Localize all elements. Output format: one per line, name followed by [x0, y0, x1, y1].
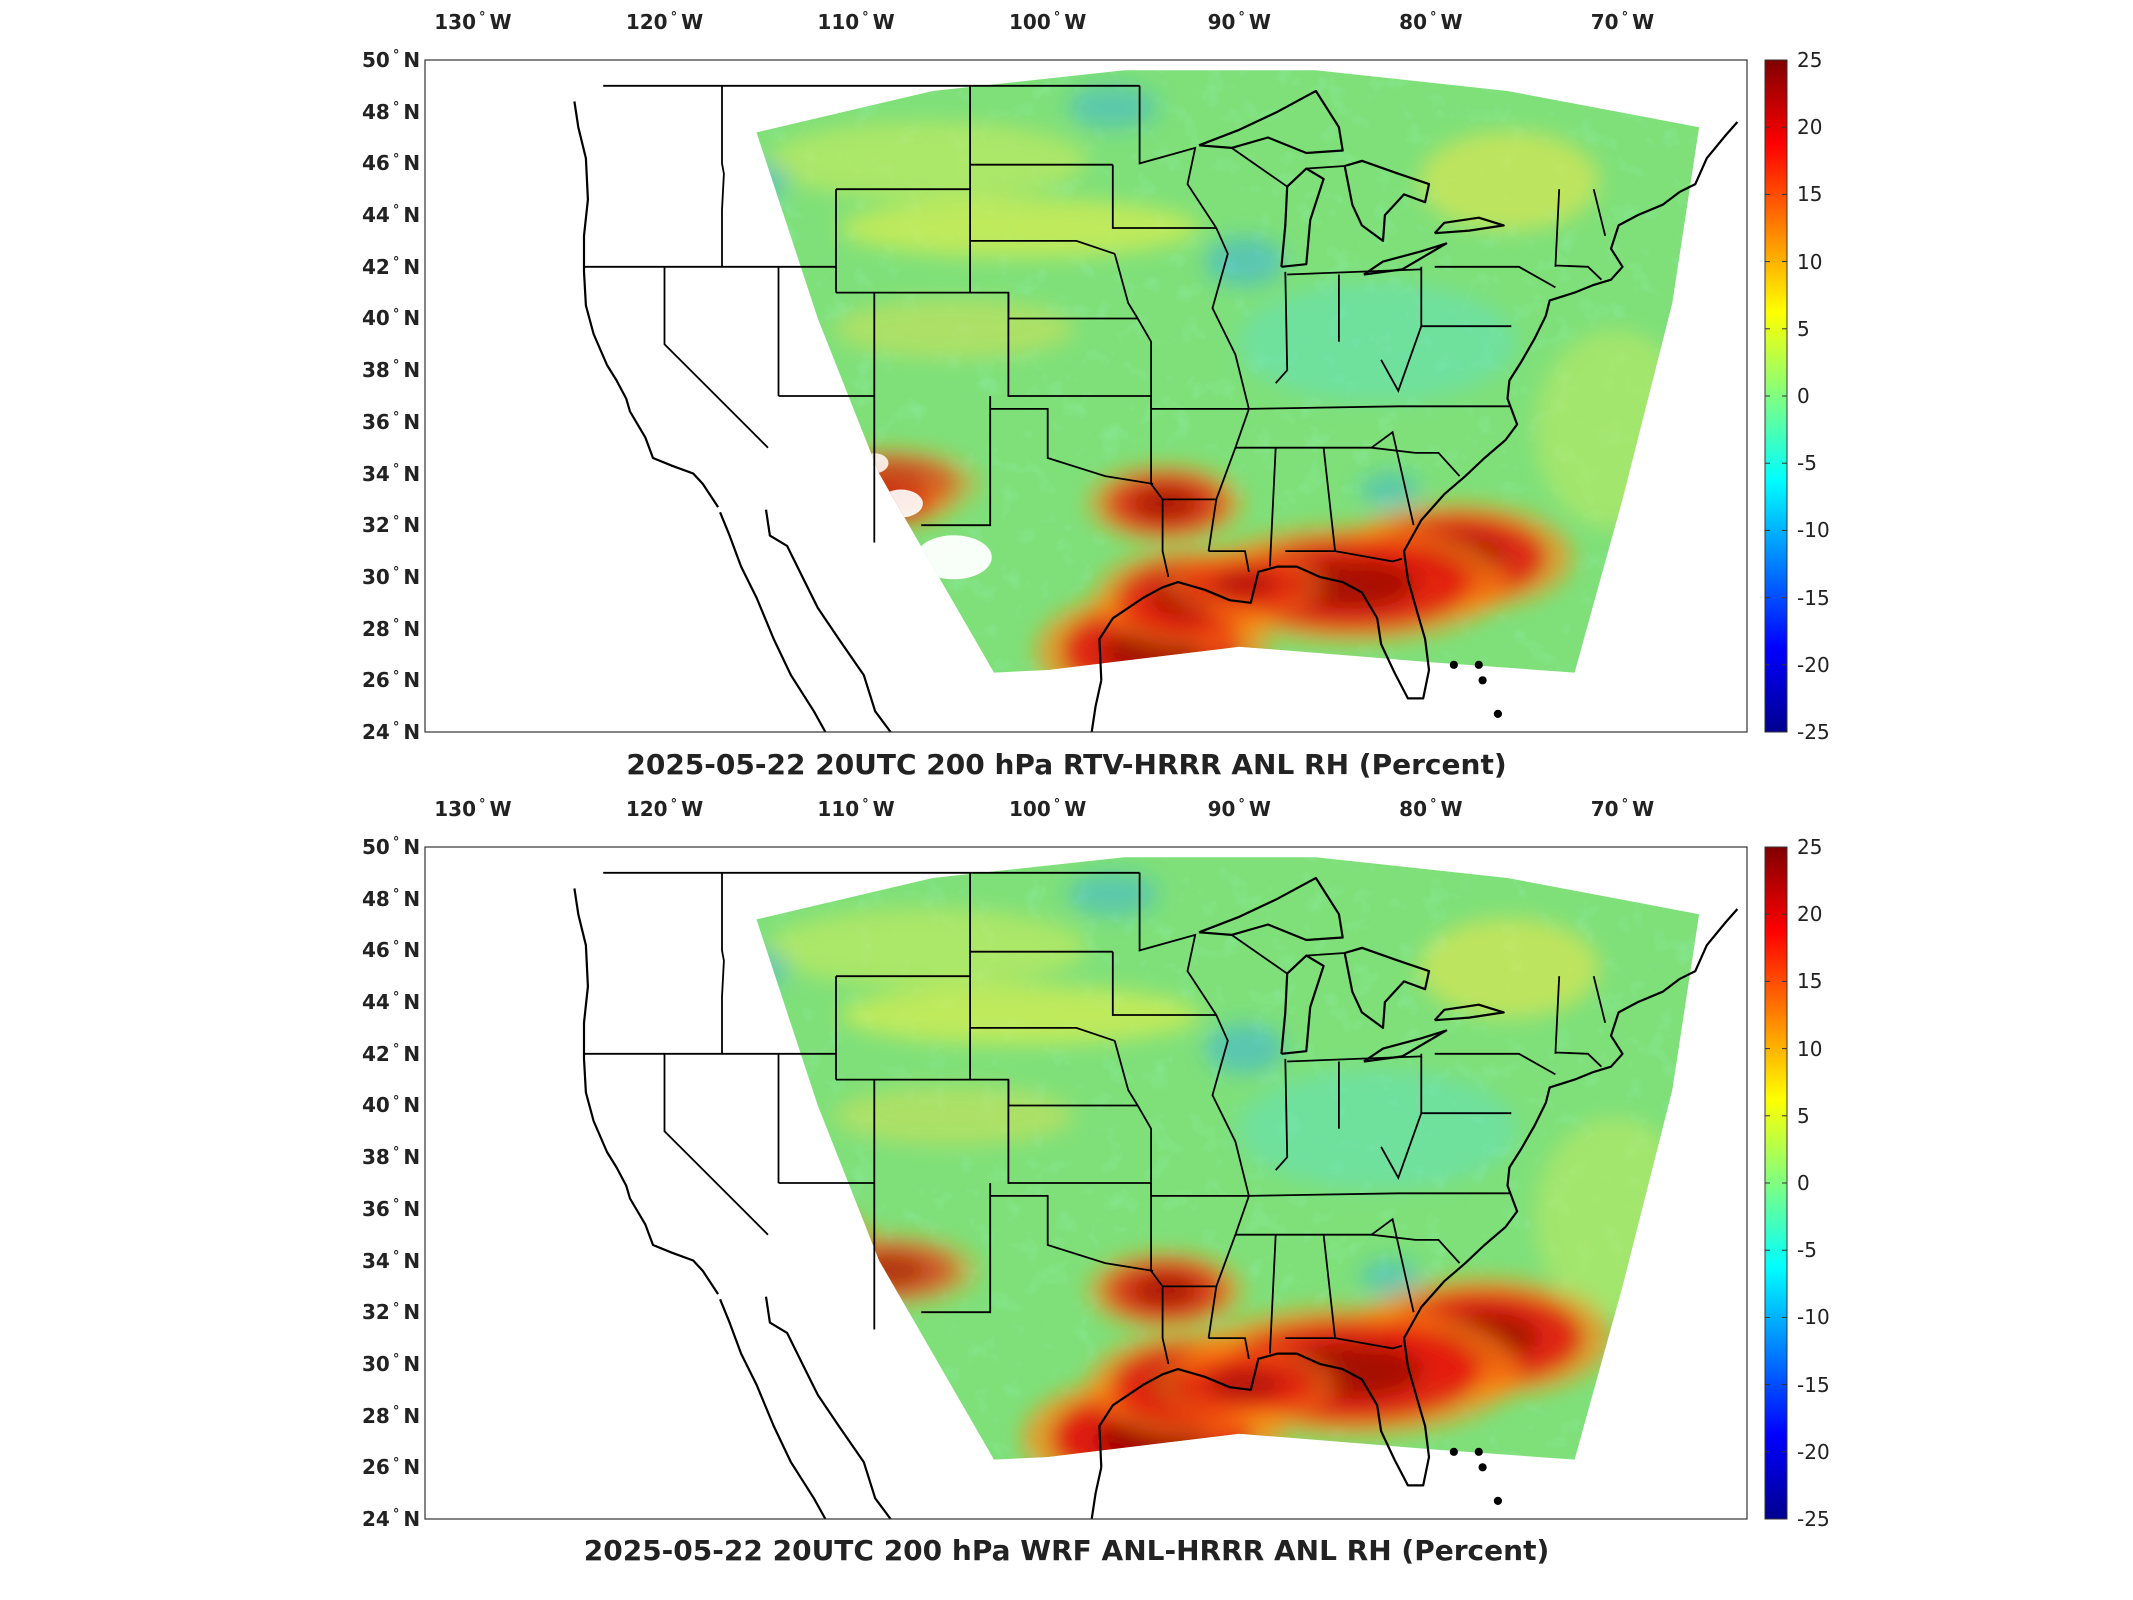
colorbar-tick-label: -10: [1797, 518, 1830, 543]
lat-label: 30 ° N: [362, 564, 421, 589]
lat-label: 46 ° N: [362, 151, 421, 176]
colorbar-tick-label: 25: [1797, 835, 1823, 859]
lon-label: 120 ° W: [625, 797, 704, 821]
lat-label: 40 ° N: [362, 1093, 421, 1118]
map-title-bottom: 2025-05-22 20UTC 200 hPa WRF ANL-HRRR AN…: [583, 1534, 1550, 1567]
colorbar-tick-label: 0: [1797, 384, 1810, 408]
colorbar-tick-label: 5: [1797, 316, 1810, 341]
lat-label: 46 ° N: [362, 938, 421, 963]
lon-label: 130 ° W: [434, 797, 512, 821]
colorbar-tick-label: 15: [1797, 969, 1823, 994]
colorbar-tick-label: 10: [1797, 249, 1823, 274]
lon-label: 100 ° W: [1009, 797, 1087, 821]
colorbar-tick-label: 20: [1797, 902, 1823, 927]
colorbar-tick-label: 5: [1797, 1103, 1810, 1128]
colorbar-tick-label: 15: [1797, 182, 1823, 207]
lat-label: 48 ° N: [362, 886, 421, 911]
lon-label: 90 ° W: [1207, 10, 1271, 34]
lat-label: 30 ° N: [362, 1351, 421, 1376]
lat-label: 38 ° N: [362, 358, 421, 383]
lon-label: 100 ° W: [1009, 10, 1087, 34]
colorbar-tick-label: -5: [1797, 1238, 1817, 1263]
lon-label: 110 ° W: [817, 10, 895, 34]
lat-label: 40 ° N: [362, 306, 421, 331]
lat-label: 32 ° N: [362, 1300, 421, 1325]
lon-label: 130 ° W: [434, 10, 512, 34]
lon-label: 110 ° W: [817, 797, 895, 821]
colorbar-tick-label: -25: [1797, 720, 1830, 744]
lat-label: 44 ° N: [362, 990, 421, 1015]
colorbar-tick-label: 0: [1797, 1171, 1810, 1195]
lat-label: 44 ° N: [362, 203, 421, 228]
state-borders: [584, 871, 1607, 1365]
lat-label: 50 ° N: [362, 48, 421, 72]
coastlines-and-borders: [573, 876, 1739, 1520]
colorbar-tick-label: -15: [1797, 1372, 1830, 1397]
lat-label: 24 ° N: [362, 720, 421, 744]
lat-label: 42 ° N: [362, 254, 421, 279]
map-frame: [424, 59, 1748, 733]
colorbar-tick-label: 10: [1797, 1036, 1823, 1061]
colorbar-tick-label: 25: [1797, 48, 1823, 72]
map-svg-top: [424, 59, 1788, 733]
lat-label: 24 ° N: [362, 1507, 421, 1531]
lat-label: 32 ° N: [362, 513, 421, 538]
lon-label: 70 ° W: [1590, 10, 1655, 34]
lat-label: 48 ° N: [362, 99, 421, 124]
map-panel-top: [424, 59, 1788, 733]
lat-label: 34 ° N: [362, 461, 421, 486]
lon-label: 90 ° W: [1207, 797, 1271, 821]
lat-label: 26 ° N: [362, 1455, 421, 1480]
state-borders: [584, 84, 1607, 578]
colorbar-tick-label: -20: [1797, 1439, 1830, 1464]
colorbar-tick-label: -5: [1797, 451, 1817, 476]
map-panel-bottom: [0, 787, 2133, 1587]
lat-label: 38 ° N: [362, 1145, 421, 1170]
lon-label: 70 ° W: [1590, 797, 1655, 821]
colorbar-tick-label: -20: [1797, 652, 1830, 677]
lat-label: 28 ° N: [362, 616, 421, 641]
lat-label: 26 ° N: [362, 668, 421, 693]
lat-label: 50 ° N: [362, 835, 421, 859]
lat-label: 34 ° N: [362, 1248, 421, 1273]
lat-label: 28 ° N: [362, 1403, 421, 1428]
lon-label: 80 ° W: [1399, 10, 1463, 34]
map-svg-bottom: [424, 846, 1788, 1520]
lat-label: 42 ° N: [362, 1041, 421, 1066]
lat-label: 36 ° N: [362, 409, 421, 434]
colorbar-tick-label: 20: [1797, 115, 1823, 140]
colorbar-tick-label: -15: [1797, 585, 1830, 610]
colorbar-tick-label: -10: [1797, 1305, 1830, 1330]
map-title-top: 2025-05-22 20UTC 200 hPa RTV-HRRR ANL RH…: [626, 748, 1507, 781]
map-frame: [424, 846, 1748, 1520]
lon-label: 120 ° W: [625, 10, 704, 34]
coastlines-and-borders: [573, 89, 1739, 733]
lat-label: 36 ° N: [362, 1196, 421, 1221]
colorbar-tick-label: -25: [1797, 1507, 1830, 1531]
lon-label: 80 ° W: [1399, 797, 1463, 821]
